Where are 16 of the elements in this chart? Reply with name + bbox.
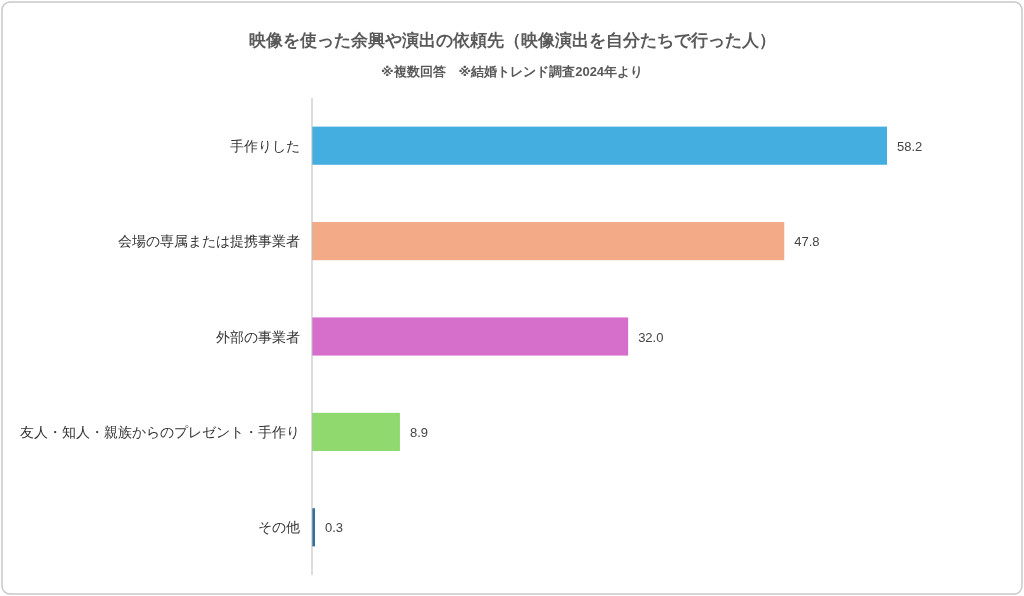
bar — [312, 317, 629, 356]
y-tick-label: 手作りした — [230, 137, 300, 154]
chart-title: 映像を使った余興や演出の依頼先（映像演出を自分たちで行った人） — [248, 31, 776, 50]
bar — [312, 126, 887, 165]
data-label: 8.9 — [409, 424, 429, 440]
data-label: 47.8 — [794, 234, 820, 250]
y-tick-label: 友人・知人・親族からのプレゼント・手作り — [20, 423, 300, 440]
chart-subtitle: ※複数回答 ※結婚トレンド調査2024年より — [380, 64, 644, 79]
bar — [312, 222, 785, 261]
data-label: 58.2 — [897, 138, 923, 154]
y-tick-label: 会場の専属または提携事業者 — [118, 233, 300, 250]
y-tick-label: その他 — [258, 519, 300, 536]
data-label: 32.0 — [638, 329, 664, 345]
y-tick-label: 外部の事業者 — [216, 328, 300, 345]
bar — [312, 412, 400, 451]
data-label: 0.3 — [324, 520, 344, 536]
